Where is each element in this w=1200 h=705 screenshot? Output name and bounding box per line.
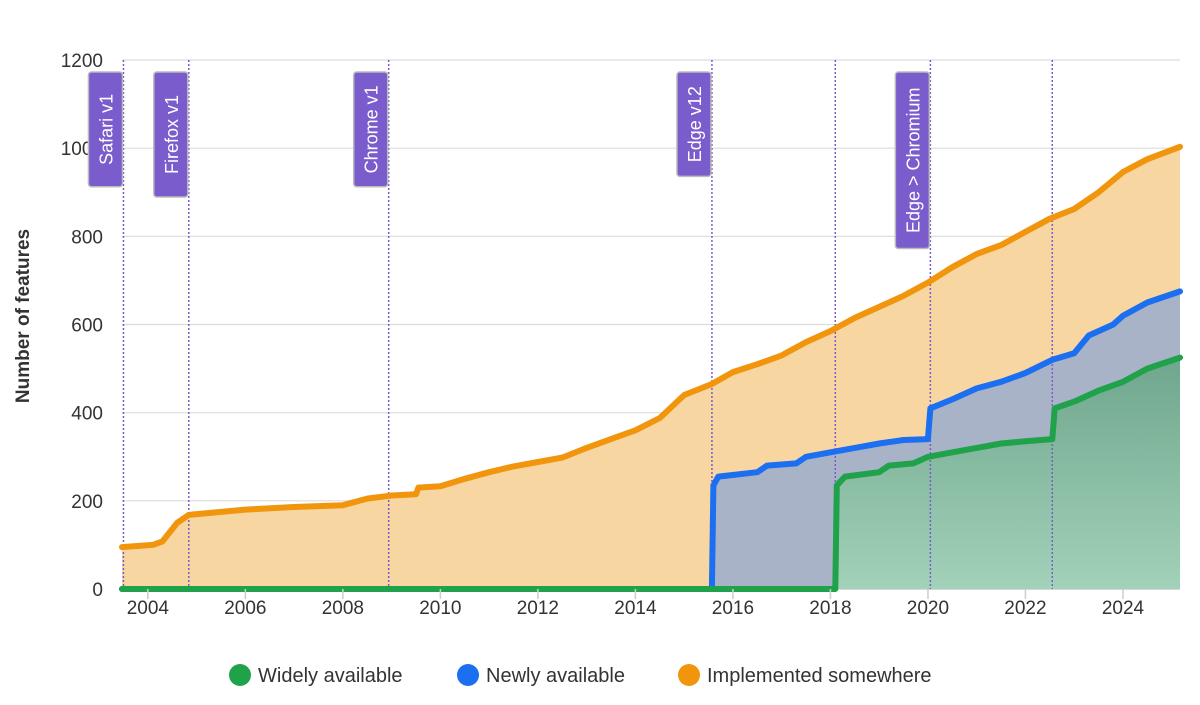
y-tick-label: 0: [92, 580, 103, 601]
x-tick-label: 2018: [809, 598, 851, 619]
annotation-labels: Safari v1 Firefox v1 Chrome v1 Edge v12 Edge…: [87, 71, 931, 250]
annotation-label: Edge v12: [685, 86, 705, 162]
legend-marker-implemented-somewhere: [678, 664, 700, 686]
annotation-label: Firefox v1: [162, 95, 182, 174]
annotation-label: Chrome v1: [362, 85, 382, 173]
legend-label: Widely available: [258, 665, 403, 687]
y-tick-label: 600: [71, 316, 103, 337]
annotation-label-box: [352, 71, 389, 188]
y-tick-label: 800: [71, 227, 103, 248]
y-axis-title: Number of features: [13, 229, 34, 403]
x-tick-label: 2004: [127, 598, 170, 619]
x-axis-ticks: 2004 2006 2008 2010 2012 2014 2016 2018 2020 2022…: [127, 589, 1145, 619]
y-tick-label: 1200: [61, 51, 103, 72]
implemented-somewhere-line: [119, 143, 1183, 551]
x-tick-label: 2016: [712, 598, 754, 619]
annotation-label: Safari v1: [96, 94, 116, 165]
series-areas: [122, 146, 1180, 590]
annotation-label-box: [676, 71, 712, 178]
newly-available-line: [119, 288, 1183, 592]
series-lines: [119, 143, 1183, 592]
x-tick-label: 2014: [614, 598, 657, 619]
annotation-label-box: [87, 71, 124, 188]
annotation-label-box: [894, 71, 931, 250]
x-tick-label: 2020: [907, 598, 949, 619]
legend-label: Implemented somewhere: [707, 665, 932, 687]
x-tick-label: 2024: [1102, 598, 1145, 619]
legend-marker-widely-available: [229, 664, 251, 686]
annotation-label-box: [153, 71, 189, 198]
widely-available-line: [119, 354, 1183, 592]
x-tick-label: 2006: [224, 598, 266, 619]
legend-marker-newly-available: [457, 664, 479, 686]
x-tick-label: 2022: [1004, 598, 1046, 619]
widely-available-area: [122, 357, 1180, 589]
legend: Widely available Newly available Implement…: [229, 664, 932, 687]
x-tick-label: 2010: [419, 598, 461, 619]
annotation-label: Edge > Chromium: [903, 87, 923, 233]
x-tick-label: 2012: [517, 598, 559, 619]
x-tick-label: 2008: [322, 598, 364, 619]
y-tick-label: 400: [71, 404, 103, 425]
y-tick-label: 200: [71, 492, 103, 513]
legend-label: Newly available: [486, 665, 625, 687]
